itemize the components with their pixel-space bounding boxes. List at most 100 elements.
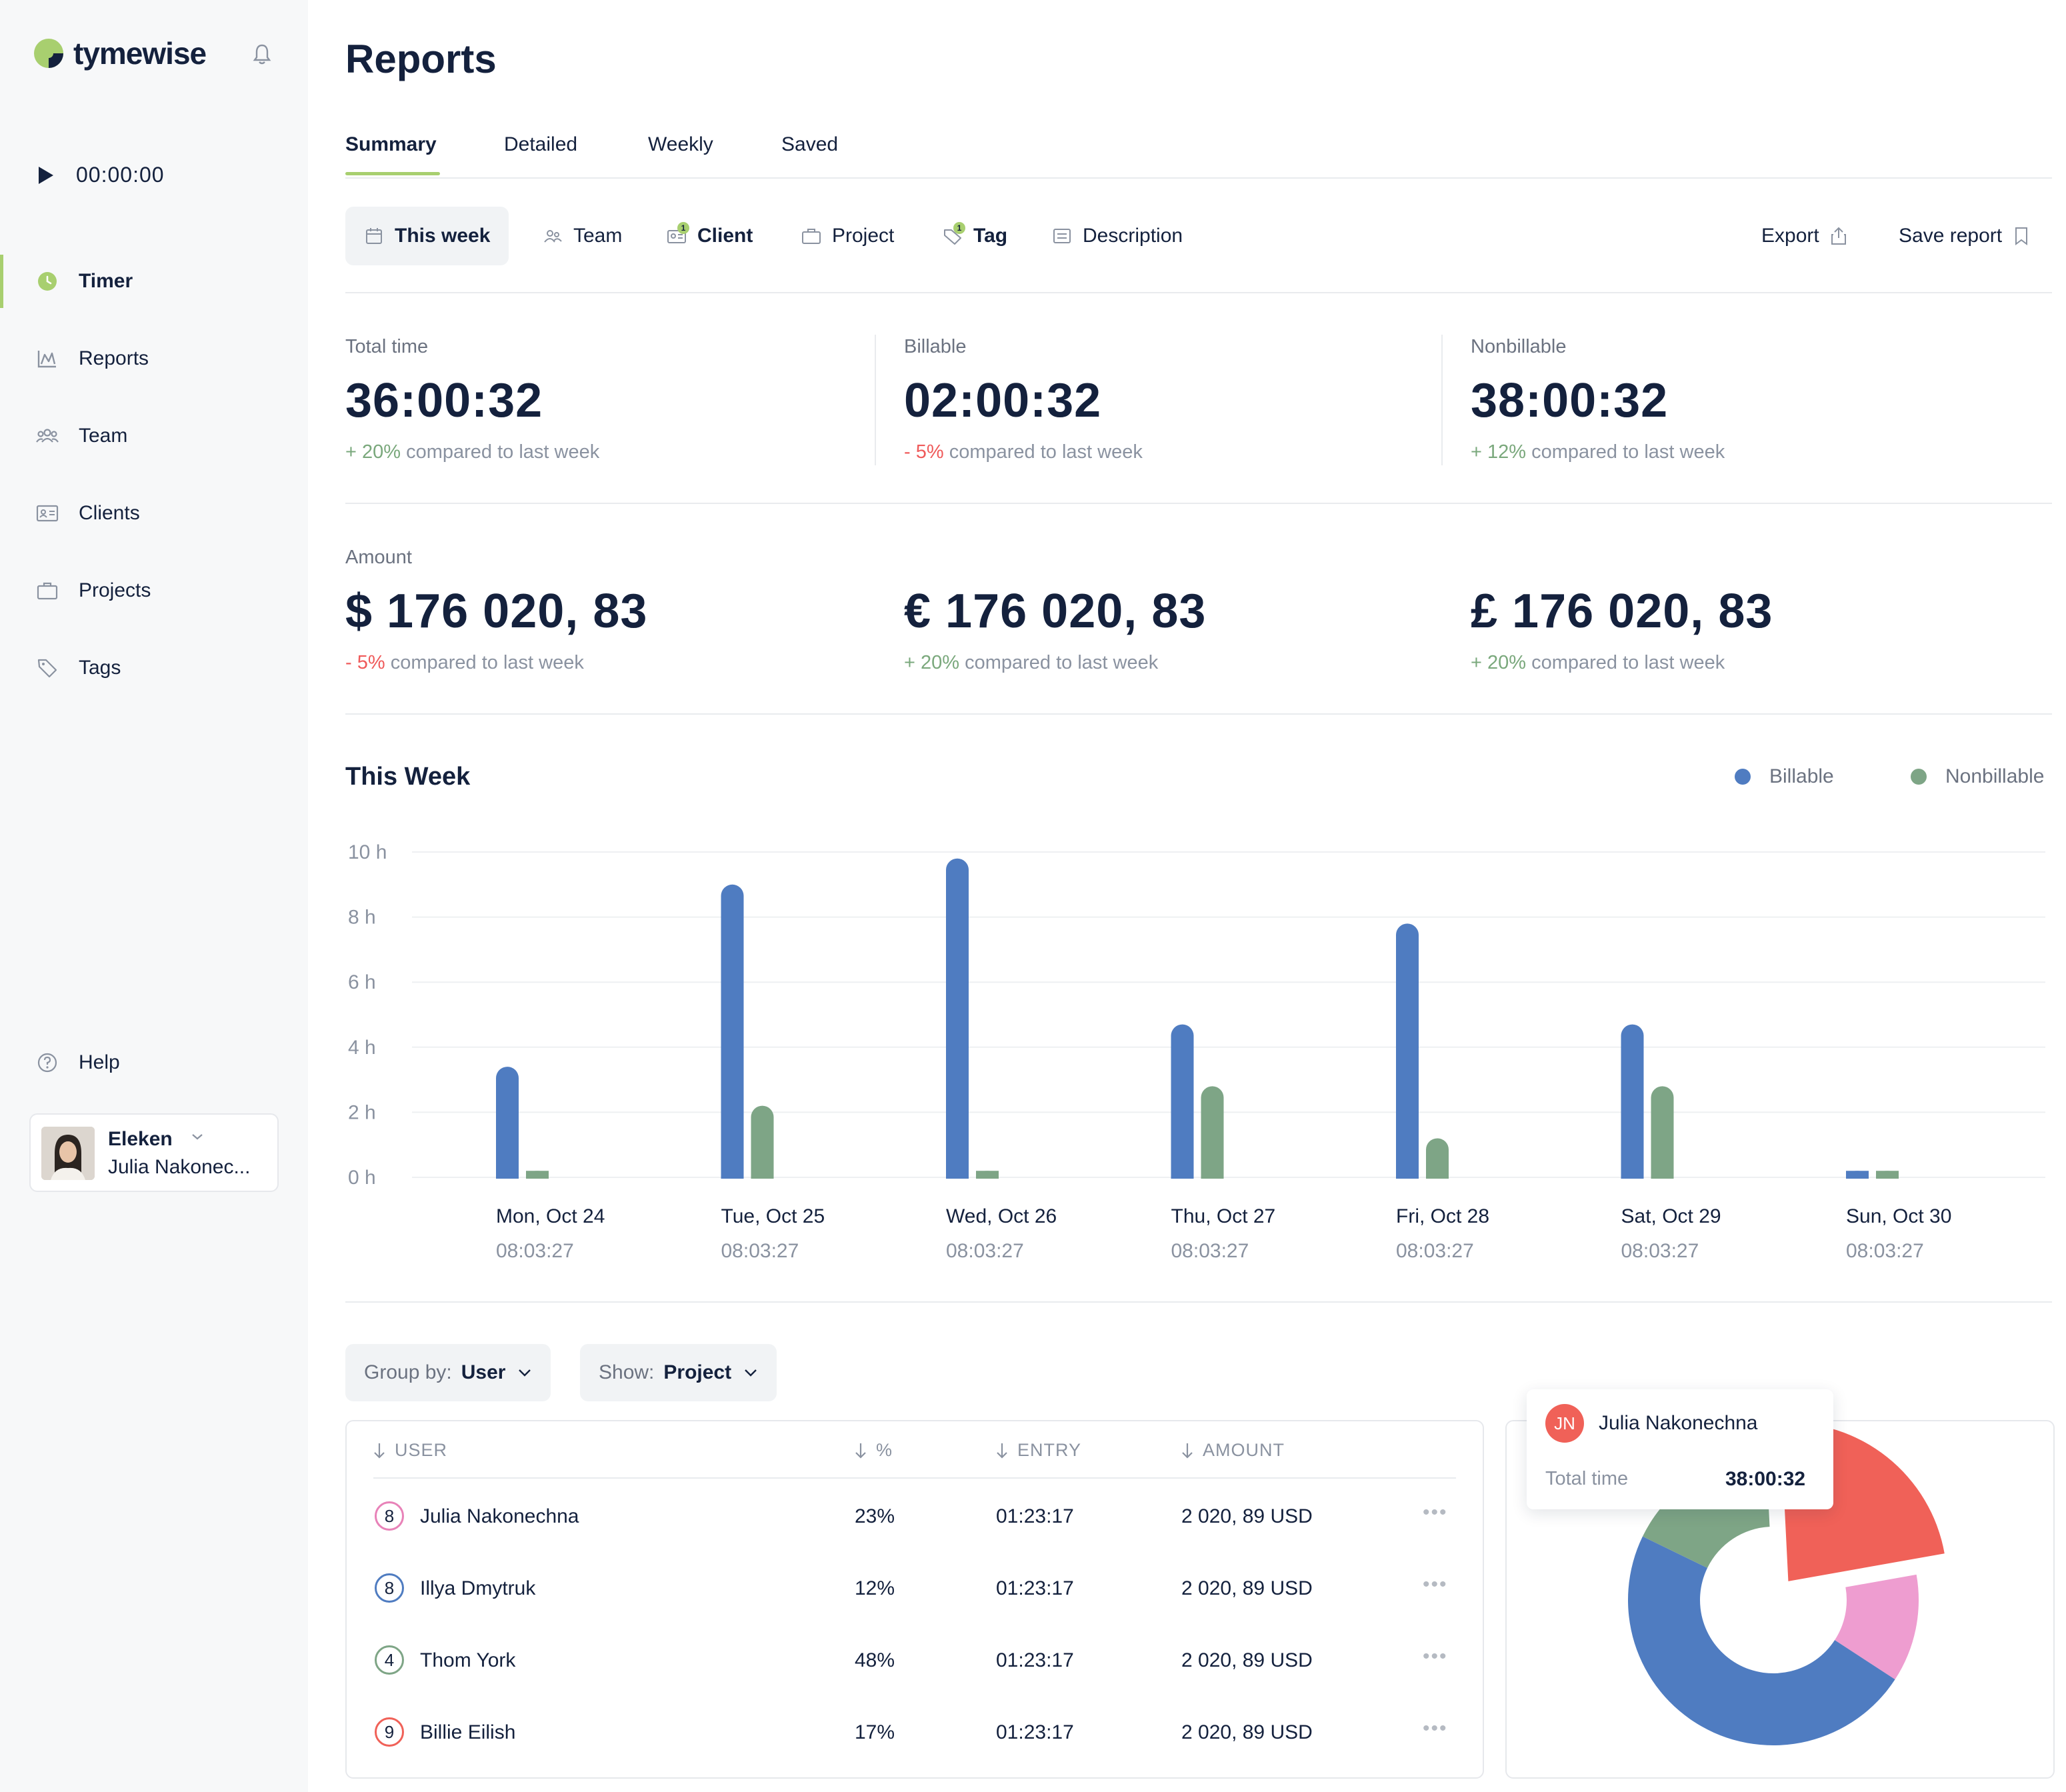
total-time-value: 36:00:32 xyxy=(345,374,543,427)
divider xyxy=(373,1477,1456,1479)
y-tick-label: 6 h xyxy=(348,971,376,993)
client-filter-count-badge: 1 xyxy=(677,222,689,234)
export-label: Export xyxy=(1761,225,1819,247)
table-row[interactable]: 8 Illya Dmytruk 12% 01:23:17 2 020, 89 U… xyxy=(347,1555,1483,1627)
x-tick-label: Wed, Oct 26 xyxy=(946,1205,1057,1227)
app-name: tymewise xyxy=(73,36,207,71)
chart-title: This Week xyxy=(345,763,471,791)
tag-filter[interactable]: 1 Tag xyxy=(943,207,1007,265)
bar-base xyxy=(1651,1166,1674,1179)
amount-gbp-value: £ 176 020, 83 xyxy=(1471,585,1773,638)
clock-icon xyxy=(35,269,60,294)
table-row[interactable]: 4 Thom York 48% 01:23:17 2 020, 89 USD •… xyxy=(347,1627,1483,1699)
show-dropdown[interactable]: Show: Project xyxy=(580,1344,777,1401)
sort-arrow-down-icon xyxy=(855,1443,866,1459)
sidebar-item-label: Reports xyxy=(79,347,149,369)
save-report-button[interactable]: Save report xyxy=(1899,207,2030,265)
date-range-label: This week xyxy=(395,225,491,247)
sidebar-item-help[interactable]: Help xyxy=(0,1036,308,1089)
project-filter[interactable]: Project xyxy=(801,207,894,265)
column-header-user[interactable]: USER xyxy=(373,1440,447,1461)
client-filter[interactable]: 1 Client xyxy=(667,207,753,265)
group-by-label: Group by: xyxy=(364,1361,452,1383)
tag-filter-count-badge: 1 xyxy=(953,222,965,234)
bar-billable xyxy=(721,884,744,1179)
sidebar-item-timer[interactable]: Timer xyxy=(0,255,308,308)
description-filter-label: Description xyxy=(1083,225,1183,247)
tag-filter-label: Tag xyxy=(973,225,1008,247)
bar-base xyxy=(1201,1166,1224,1179)
export-button[interactable]: Export xyxy=(1761,207,1849,265)
bar-billable xyxy=(1171,1024,1194,1179)
group-by-dropdown[interactable]: Group by: User xyxy=(345,1344,551,1401)
sidebar-item-label: Team xyxy=(79,425,128,447)
sidebar-item-label: Clients xyxy=(79,502,140,524)
date-range-filter[interactable]: This week xyxy=(345,207,509,265)
description-filter[interactable]: Description xyxy=(1052,207,1183,265)
user-percent: 17% xyxy=(855,1721,895,1743)
divider xyxy=(875,335,876,465)
column-header-entry[interactable]: ENTRY xyxy=(996,1440,1081,1461)
total-time-compare: + 20% compared to last week xyxy=(345,441,600,463)
chevron-down-icon xyxy=(745,1369,757,1377)
calendar-icon xyxy=(366,228,382,244)
chevron-down-icon xyxy=(192,1134,203,1140)
donut-tooltip: JN Julia Nakonechna Total time 38:00:32 xyxy=(1527,1389,1833,1509)
team-filter[interactable]: Team xyxy=(543,207,622,265)
page-title: Reports xyxy=(345,37,497,81)
logo[interactable]: tymewise xyxy=(33,33,207,73)
bar-base xyxy=(526,1171,549,1179)
sidebar-item-clients[interactable]: Clients xyxy=(0,487,308,540)
user-entry: 01:23:17 xyxy=(996,1577,1074,1599)
tab-saved[interactable]: Saved xyxy=(781,133,839,155)
bookmark-icon xyxy=(2015,227,2028,245)
team-icon xyxy=(35,423,60,449)
play-icon[interactable] xyxy=(39,166,53,184)
timer-display: 00:00:00 xyxy=(76,163,165,187)
donut-slice[interactable] xyxy=(1835,1574,1919,1680)
amount-label: Amount xyxy=(345,547,412,568)
timer-control[interactable]: 00:00:00 xyxy=(39,163,165,187)
tab-weekly[interactable]: Weekly xyxy=(648,133,713,155)
notifications-bell-icon[interactable] xyxy=(252,43,272,65)
bar-base xyxy=(946,1166,969,1179)
tab-summary[interactable]: Summary xyxy=(345,133,437,155)
more-options-icon[interactable]: ••• xyxy=(1423,1573,1448,1595)
x-tick-label: Thu, Oct 27 xyxy=(1171,1205,1276,1227)
sidebar-item-tags[interactable]: Tags xyxy=(0,641,308,695)
column-header-percent[interactable]: % xyxy=(855,1440,893,1461)
tab-detailed[interactable]: Detailed xyxy=(504,133,578,155)
client-card-icon xyxy=(35,501,60,526)
tooltip-label: Total time xyxy=(1545,1468,1629,1489)
bar-base xyxy=(496,1166,519,1179)
legend-label: Nonbillable xyxy=(1945,765,2045,787)
sidebar-item-projects[interactable]: Projects xyxy=(0,564,308,617)
user-switcher[interactable]: Eleken Julia Nakonec... xyxy=(29,1113,279,1192)
report-tabs: Summary Detailed Weekly Saved xyxy=(345,133,2052,179)
share-icon xyxy=(1831,227,1846,245)
donut-slice[interactable] xyxy=(1628,1536,1895,1745)
x-tick-sublabel: 08:03:27 xyxy=(1171,1240,1249,1262)
x-tick-label: Sun, Oct 30 xyxy=(1846,1205,1951,1227)
chevron-down-icon xyxy=(519,1369,531,1377)
divider xyxy=(345,292,2052,293)
divider xyxy=(345,503,2052,504)
y-tick-label: 4 h xyxy=(348,1037,376,1059)
client-filter-label: Client xyxy=(697,225,753,247)
more-options-icon[interactable]: ••• xyxy=(1423,1717,1448,1739)
more-options-icon[interactable]: ••• xyxy=(1423,1645,1448,1667)
bar-base xyxy=(976,1171,999,1179)
more-options-icon[interactable]: ••• xyxy=(1423,1501,1448,1523)
sidebar-item-reports[interactable]: Reports xyxy=(0,332,308,385)
x-tick-sublabel: 08:03:27 xyxy=(1846,1240,1924,1262)
legend-item-billable: Billable xyxy=(1735,765,1834,788)
user-count-badge: 8 xyxy=(375,1501,404,1531)
table-row[interactable]: 8 Julia Nakonechna 23% 01:23:17 2 020, 8… xyxy=(347,1483,1483,1555)
sidebar-item-team[interactable]: Team xyxy=(0,409,308,463)
table-row[interactable]: 9 Billie Eilish 17% 01:23:17 2 020, 89 U… xyxy=(347,1699,1483,1771)
user-name: Thom York xyxy=(420,1649,516,1671)
show-value: Project xyxy=(663,1361,732,1383)
column-header-amount[interactable]: AMOUNT xyxy=(1181,1440,1285,1461)
user-name: Billie Eilish xyxy=(420,1721,516,1743)
avatar xyxy=(41,1127,95,1180)
